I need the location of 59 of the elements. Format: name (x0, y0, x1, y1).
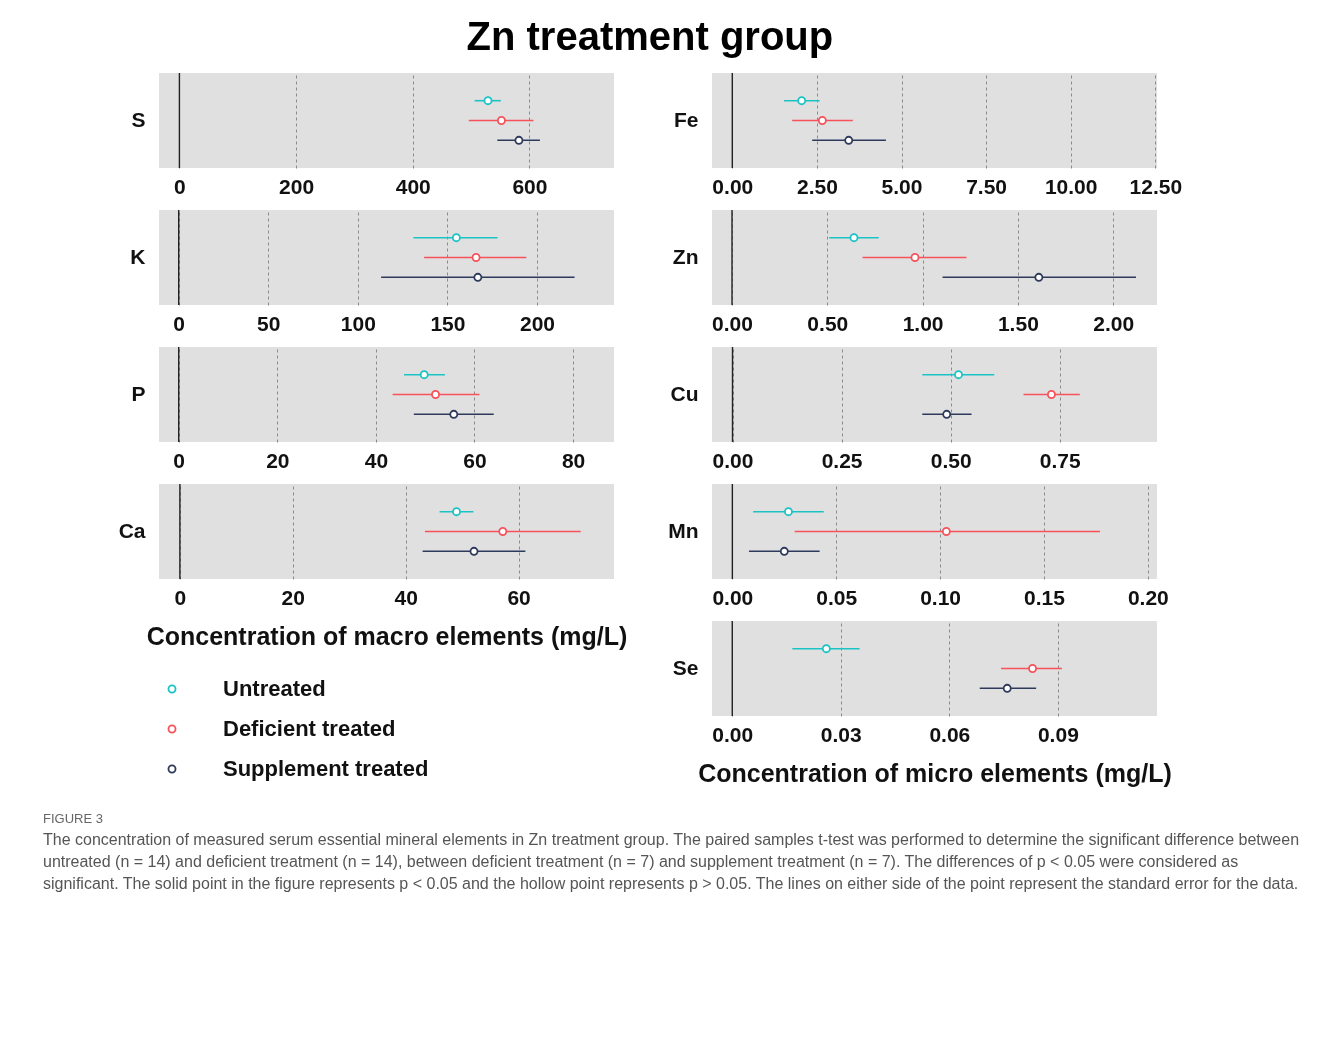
x-tick-label: 0.00 (712, 448, 754, 472)
x-tick-label: 2.00 (1093, 311, 1135, 335)
x-axis-title: Concentration of macro elements (mg/L) (146, 621, 628, 650)
x-tick-label: 0.00 (712, 174, 754, 198)
x-tick-label: 0.75 (1039, 448, 1081, 472)
y-tick-label: K (130, 244, 146, 268)
x-tick-label: 0.00 (712, 585, 754, 609)
x-tick-label: 0.00 (712, 311, 753, 335)
x-tick-label: 1.00 (902, 311, 944, 335)
caption: FIGURE 3 (43, 811, 104, 826)
x-tick-label: 0.00 (712, 722, 754, 746)
x-tick-label: 600 (512, 174, 548, 198)
x-tick-label: 0.09 (1037, 722, 1079, 746)
x-tick-label: 0 (174, 174, 186, 198)
x-tick-label: 60 (507, 585, 531, 609)
y-tick-label: Fe (673, 107, 699, 131)
y-tick-label: S (131, 107, 146, 131)
x-tick-label: 0 (173, 311, 186, 335)
legend-label: Supplement treated (223, 756, 429, 781)
x-tick-label: 0.50 (930, 448, 972, 472)
x-tick-label: 5.00 (881, 174, 923, 198)
x-tick-label: 0.15 (1024, 585, 1066, 609)
x-tick-label: 0.20 (1127, 585, 1169, 609)
x-tick-label: 100 (340, 311, 376, 335)
x-tick-label: 10.00 (1044, 174, 1098, 198)
x-tick-label: 20 (281, 585, 305, 609)
x-axis-title: Concentration of micro elements (mg/L) (698, 758, 1172, 787)
x-tick-label: 0.06 (929, 722, 971, 746)
x-tick-label: 80 (561, 448, 586, 472)
legend-label: Deficient treated (223, 716, 396, 741)
y-tick-label: Cu (670, 381, 699, 405)
x-tick-label: 200 (279, 174, 315, 198)
x-tick-label: 0.25 (821, 448, 863, 472)
x-tick-label: 0.10 (920, 585, 962, 609)
y-tick-label: Ca (118, 518, 146, 542)
x-tick-label: 2.50 (796, 174, 838, 198)
x-tick-label: 200 (519, 311, 555, 335)
x-tick-label: 20 (266, 448, 290, 472)
chart-title: Zn treatment group (466, 14, 834, 59)
x-tick-label: 400 (395, 174, 431, 198)
x-tick-label: 0 (173, 448, 186, 472)
x-tick-label: 7.50 (966, 174, 1008, 198)
y-tick-label: P (131, 381, 146, 405)
x-tick-label: 12.50 (1129, 174, 1183, 198)
x-tick-label: 0.05 (816, 585, 858, 609)
x-tick-label: 0.03 (820, 722, 862, 746)
x-tick-label: 150 (430, 311, 466, 335)
x-tick-label: 1.50 (997, 311, 1039, 335)
y-tick-label: Mn (668, 518, 699, 542)
x-tick-label: 60 (463, 448, 487, 472)
x-tick-label: 0.50 (807, 311, 849, 335)
text: The concentration of measured serum essential mineral elements in Zn treatment group. The paired samples t-test was performed to determine the significant difference between untreated (n = 14) and deficient treatment (n = 14), between deficient treatment (n = 7) and supplement treatment (n = 7). The differences of p < 0.05 were considered as significant. The solid point in the figure represents p < 0.05 and the hollow point represents p > 0.05. The lines on either side of the point represent the standard error for the data. (43, 830, 1301, 894)
y-tick-label: Zn (672, 244, 699, 268)
y-tick-label: Se (672, 655, 699, 679)
x-tick-label: 0 (174, 585, 187, 609)
x-tick-label: 50 (257, 311, 281, 335)
legend-label: Untreated (223, 676, 326, 701)
x-tick-label: 40 (394, 585, 418, 609)
x-tick-label: 40 (364, 448, 389, 472)
